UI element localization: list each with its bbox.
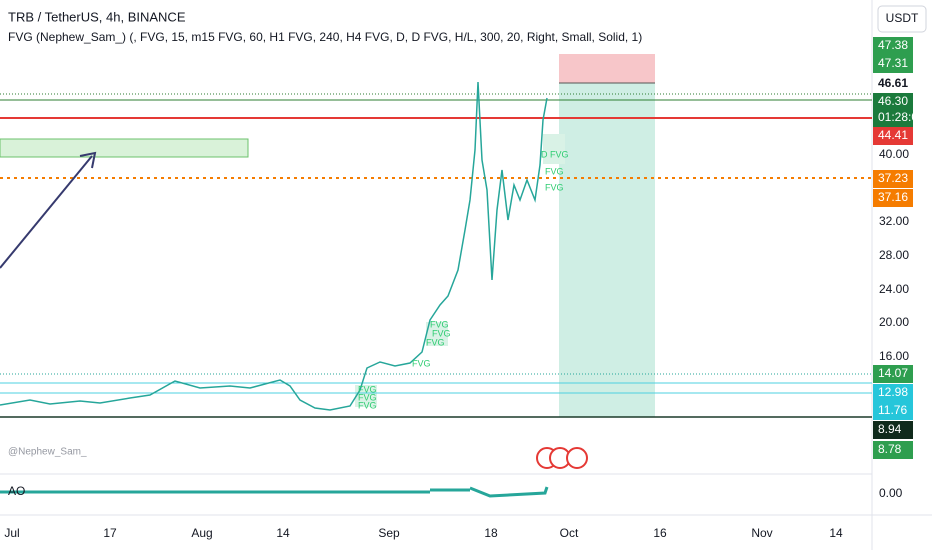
fvg-label: FVG	[545, 166, 564, 176]
price-tag: 14.07	[878, 366, 908, 380]
stop-zone	[559, 54, 655, 83]
time-axis-label: Jul	[4, 526, 19, 540]
time-axis-label: 17	[103, 526, 117, 540]
price-tag: 46.61	[878, 76, 908, 90]
currency-button[interactable]	[877, 5, 927, 33]
fvg-label: FVG	[545, 182, 564, 192]
symbol-title: TRB / TetherUS, 4h, BINANCE	[8, 9, 186, 24]
price-axis-label: 28.00	[879, 248, 909, 262]
price-tag-bg	[873, 421, 913, 439]
time-axis-label: Aug	[191, 526, 212, 540]
price-tag-bg	[873, 109, 913, 127]
price-axis-label: 24.00	[879, 282, 909, 296]
currency[interactable]: USDT	[886, 11, 919, 25]
time-axis-label: Oct	[560, 526, 579, 540]
watermark: @Nephew_Sam_	[8, 447, 87, 458]
oscillator-zero: 0.00	[879, 486, 903, 500]
price-tag: 37.16	[878, 190, 908, 204]
time-axis-label: 14	[276, 526, 290, 540]
fvg-label: FVG	[430, 319, 449, 329]
price-tag-bg	[873, 402, 913, 420]
price-axis-label: 32.00	[879, 214, 909, 228]
price-tag-bg	[873, 365, 913, 383]
price-tag-bg	[873, 37, 913, 55]
fvg-zone	[543, 134, 565, 164]
fvg-label: FVG	[358, 400, 377, 410]
price-tag-bg	[873, 384, 913, 402]
ao-histogram	[0, 486, 549, 498]
price-tag: 44.41	[878, 128, 908, 142]
price-axis-label: 40.00	[879, 147, 909, 161]
price-tag: 8.94	[878, 422, 902, 436]
price-tag: 01:28:08	[878, 110, 925, 124]
fvg-box	[0, 138, 249, 158]
price-tag: 8.78	[878, 442, 902, 456]
fvg-label: D FVG	[541, 149, 569, 159]
price-tag-bg	[873, 127, 913, 145]
price-axis-label: 20.00	[879, 315, 909, 329]
price-tag: 46.30	[878, 94, 908, 108]
fvg-label: FVG	[412, 358, 431, 368]
price-tag-bg	[873, 189, 913, 207]
event-icon	[566, 447, 588, 469]
price-tag-bg	[873, 441, 913, 459]
fvg-label: FVG	[426, 337, 445, 347]
price-tag-bg	[873, 93, 913, 111]
time-axis-label: 18	[484, 526, 498, 540]
fvg-label: FVG	[358, 384, 377, 394]
price-tag-bg	[873, 75, 913, 93]
price-tag-bg	[873, 55, 913, 73]
time-axis-label: Sep	[378, 526, 400, 540]
price-tag: 47.38	[878, 38, 908, 52]
fvg-label: FVG	[432, 328, 451, 338]
target-zone	[559, 83, 655, 417]
time-axis-label: 14	[829, 526, 843, 540]
price-candles	[0, 81, 548, 411]
price-tag-bg	[873, 170, 913, 188]
price-tag: 37.23	[878, 171, 908, 185]
price-axis-label: 16.00	[879, 349, 909, 363]
arrow-head	[79, 151, 97, 169]
arrow	[0, 155, 93, 269]
oscillator-name: AO	[8, 484, 25, 498]
time-axis-label: 16	[653, 526, 667, 540]
price-tag: 47.31	[878, 56, 908, 70]
price-tag: 12.98	[878, 385, 908, 399]
time-axis-label: Nov	[751, 526, 772, 540]
indicator-label: FVG (Nephew_Sam_) (, FVG, 15, m15 FVG, 6…	[8, 30, 642, 44]
price-tag: 11.76	[878, 403, 907, 417]
fvg-label: FVG	[358, 392, 377, 402]
fvg-zone	[426, 322, 448, 346]
